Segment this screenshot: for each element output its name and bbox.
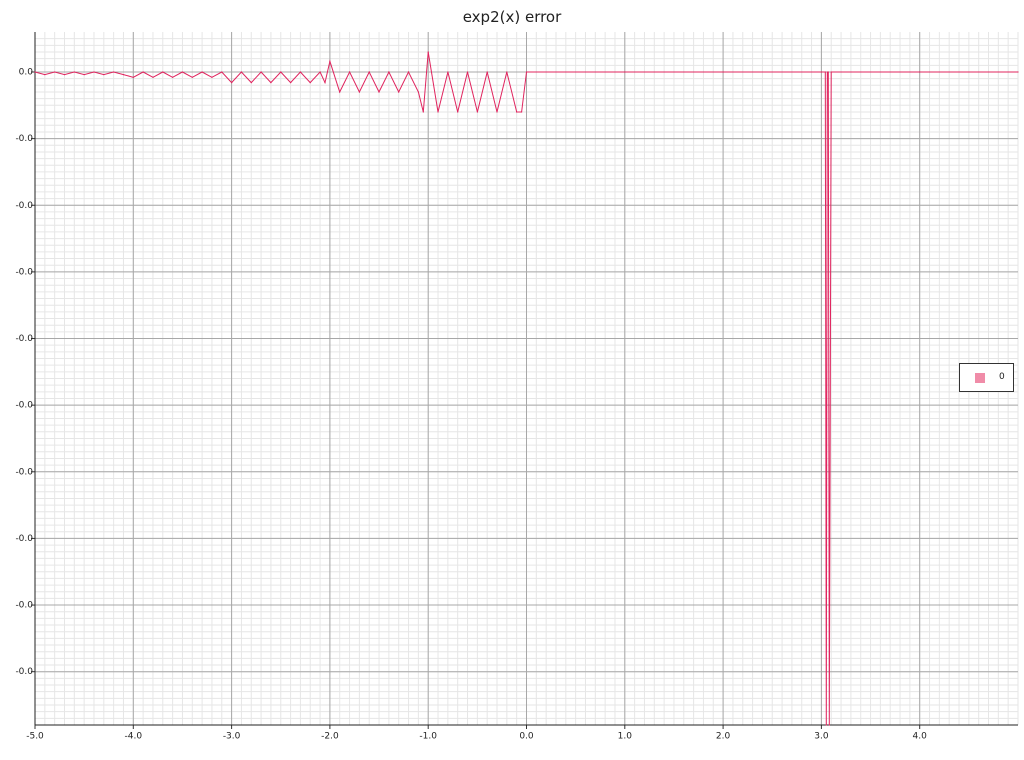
legend: 0: [959, 363, 1014, 392]
y-tick-label: -0.0: [15, 467, 33, 477]
data-point: [624, 71, 626, 73]
data-point: [103, 74, 105, 76]
data-point: [824, 71, 826, 73]
x-tick-label: -4.0: [125, 732, 143, 742]
data-point: [221, 71, 223, 73]
data-point: [152, 76, 154, 78]
y-tick-label: -0.0: [15, 134, 33, 144]
x-tick-label: 0.0: [519, 732, 534, 742]
data-point: [521, 111, 523, 113]
data-point: [378, 91, 380, 93]
data-point: [211, 76, 213, 78]
data-point: [516, 111, 518, 113]
data-point: [83, 74, 85, 76]
legend-label: 0: [999, 372, 1005, 382]
data-point: [457, 111, 459, 113]
data-point: [329, 60, 331, 62]
data-point: [231, 82, 233, 84]
data-point: [319, 71, 321, 73]
data-point: [260, 71, 262, 73]
data-point: [122, 74, 125, 76]
x-tick-label: 1.0: [618, 732, 633, 742]
data-point: [201, 71, 203, 73]
data-point: [250, 82, 252, 84]
data-point: [826, 71, 828, 73]
data-point: [827, 71, 829, 73]
data-point: [1017, 71, 1019, 73]
data-point: [422, 111, 424, 113]
y-tick-label: -0.0: [15, 267, 33, 277]
data-point: [324, 82, 326, 84]
x-tick-label: 4.0: [913, 732, 928, 742]
data-point: [34, 71, 36, 73]
data-point: [93, 71, 95, 73]
data-point: [358, 91, 360, 93]
data-point: [427, 51, 429, 53]
data-point: [142, 71, 144, 73]
data-point: [828, 724, 830, 726]
data-point: [447, 71, 449, 73]
data-point: [309, 82, 311, 84]
data-point: [506, 71, 508, 73]
axes: [31, 32, 1018, 729]
x-tick-label: -3.0: [223, 732, 241, 742]
legend-swatch: [975, 373, 985, 383]
data-point: [722, 71, 724, 73]
y-tick-label: -0.0: [15, 601, 33, 611]
data-point: [172, 76, 174, 78]
y-tick-labels: 0.0 -0.0 -0.0 -0.0 -0.0 -0.0 -0.0 -0.0 -0.0 -0.0: [15, 67, 33, 677]
data-point: [417, 91, 419, 93]
data-point: [240, 71, 242, 73]
data-point: [73, 71, 75, 73]
y-tick-label: -0.0: [15, 401, 33, 411]
x-tick-label: -2.0: [321, 732, 339, 742]
data-point: [280, 71, 282, 73]
data-point: [476, 111, 478, 113]
data-point: [63, 74, 66, 76]
data-point: [525, 71, 528, 73]
data-point: [270, 82, 272, 84]
x-tick-label: 2.0: [716, 732, 731, 742]
data-point: [181, 71, 183, 73]
series-layer: [34, 51, 1019, 726]
data-point: [398, 91, 400, 93]
data-point: [830, 71, 832, 73]
data-point: [466, 71, 469, 73]
x-tick-label: -5.0: [26, 732, 44, 742]
data-point: [368, 71, 370, 73]
data-point: [919, 71, 921, 73]
x-tick-label: -1.0: [419, 732, 437, 742]
data-point: [825, 724, 827, 726]
x-tick-labels: -5.0 -4.0 -3.0 -2.0 -1.0 0.0 1.0 2.0 3.0 4.0: [26, 732, 927, 742]
data-point: [54, 71, 56, 73]
y-tick-label: -0.0: [15, 667, 33, 677]
data-point: [290, 82, 292, 84]
data-point: [437, 111, 439, 113]
chart-title: exp2(x) error: [462, 8, 562, 26]
data-point: [162, 71, 164, 73]
data-point: [388, 71, 390, 73]
data-point: [132, 76, 134, 78]
y-tick-label: -0.0: [15, 201, 33, 211]
data-point: [113, 71, 115, 73]
y-tick-label: -0.0: [15, 534, 33, 544]
y-tick-label: -0.0: [15, 334, 33, 344]
y-tick-label: 0.0: [19, 67, 34, 77]
data-point: [339, 91, 341, 93]
x-tick-label: 3.0: [814, 732, 829, 742]
data-point: [486, 71, 488, 73]
data-point: [44, 74, 46, 76]
data-point: [349, 71, 351, 73]
major-grid: [34, 32, 1018, 725]
data-point: [191, 76, 193, 78]
data-point: [496, 111, 498, 113]
data-point: [407, 71, 410, 73]
data-point: [299, 71, 301, 73]
data-point: [820, 71, 823, 73]
